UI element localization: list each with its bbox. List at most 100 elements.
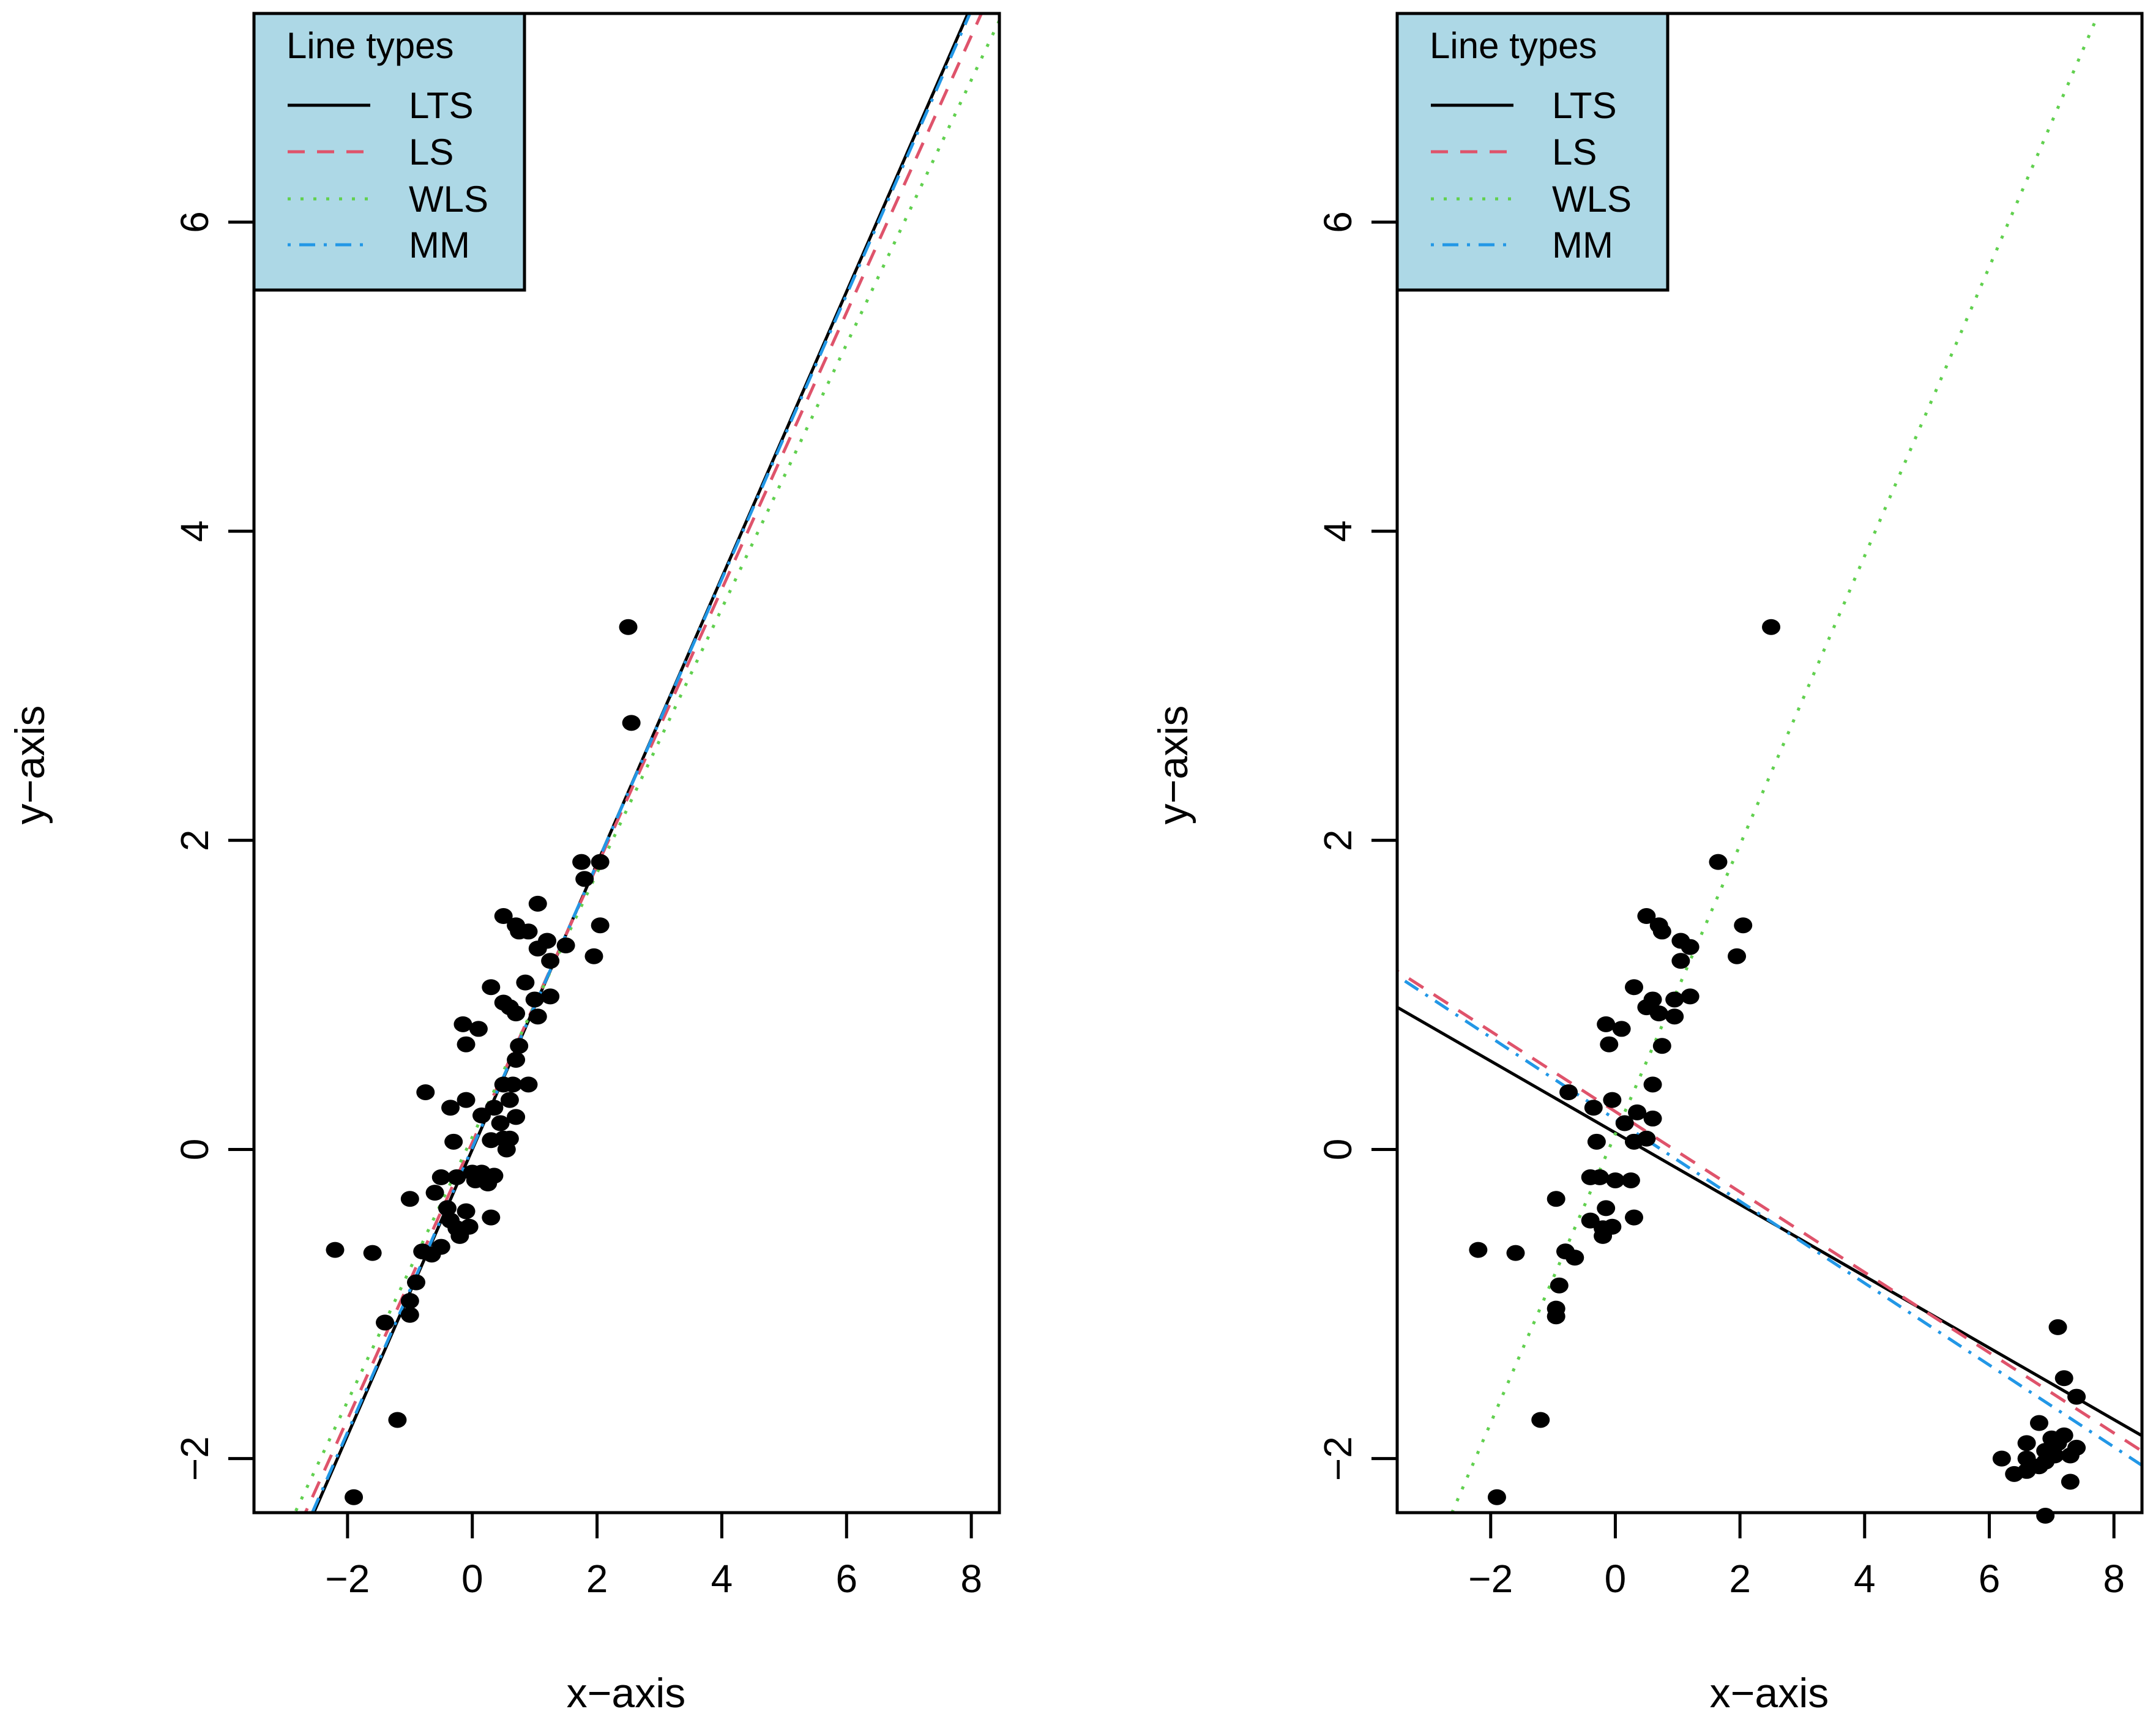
data-point — [1637, 908, 1656, 925]
y-axis: −2 0 2 4 6 — [1316, 211, 1399, 1481]
data-point — [438, 1200, 457, 1216]
data-point — [491, 1115, 510, 1131]
data-point — [2045, 1447, 2064, 1464]
data-point — [400, 1306, 419, 1323]
data-point — [525, 991, 544, 1008]
legend-label-wls: WLS — [409, 179, 488, 220]
plot-frame — [252, 12, 1001, 1514]
data-point — [1628, 1104, 1647, 1120]
data-point — [1665, 991, 1684, 1008]
y-tick-label: 4 — [1316, 520, 1360, 542]
data-point — [1597, 1016, 1616, 1032]
data-point — [447, 1169, 466, 1185]
data-point — [519, 923, 538, 940]
legend-label-lts: LTS — [1552, 85, 1617, 126]
data-point — [507, 1051, 526, 1068]
x-tick-label: 0 — [1605, 1557, 1627, 1601]
data-point — [388, 1412, 407, 1428]
data-point — [591, 854, 610, 870]
data-point — [1531, 1412, 1550, 1428]
data-point — [1600, 1036, 1619, 1052]
data-point — [619, 619, 638, 635]
data-point — [1637, 1130, 1656, 1147]
data-point — [1469, 1242, 1488, 1258]
data-point — [1621, 1172, 1640, 1188]
y-axis-title: y−axis — [1150, 706, 1196, 825]
data-point — [2054, 1370, 2073, 1387]
data-point — [1643, 991, 1662, 1008]
data-point — [1734, 917, 1753, 934]
legend: Line types LTS LS WLS MM — [252, 12, 526, 292]
data-point — [1559, 1084, 1578, 1100]
data-points — [326, 619, 641, 1505]
data-point — [363, 1245, 382, 1261]
data-point — [528, 1008, 547, 1025]
y-tick-label: −2 — [1316, 1436, 1360, 1481]
data-point — [400, 1191, 419, 1207]
regression-line-mm — [1397, 974, 2142, 1467]
data-point — [1681, 939, 1700, 955]
data-point — [575, 871, 594, 887]
data-point — [528, 941, 547, 957]
data-point — [1584, 1100, 1603, 1116]
data-point — [1487, 1489, 1506, 1505]
data-point — [2029, 1415, 2048, 1431]
legend-label-lts: LTS — [409, 85, 474, 126]
data-point — [472, 1107, 491, 1123]
x-tick-label: 8 — [2103, 1557, 2125, 1601]
data-point — [1624, 1209, 1643, 1226]
regression-line-ls — [304, 13, 983, 1513]
legend: Line types LTS LS WLS MM — [1395, 12, 1670, 292]
data-point — [1594, 1227, 1613, 1244]
data-point — [1762, 619, 1781, 635]
data-point — [591, 917, 610, 934]
data-point — [497, 1141, 516, 1158]
data-point — [482, 1209, 501, 1226]
y-tick-label: −2 — [173, 1436, 217, 1481]
data-point — [572, 854, 591, 870]
data-point — [1587, 1133, 1606, 1150]
legend-label-ls: LS — [409, 132, 453, 173]
x-tick-label: 2 — [586, 1557, 608, 1601]
data-point — [326, 1242, 345, 1258]
data-point — [1709, 854, 1728, 870]
data-point — [345, 1489, 364, 1505]
data-point — [510, 1038, 529, 1054]
x-tick-label: 8 — [960, 1557, 982, 1601]
data-point — [1547, 1308, 1565, 1325]
data-point — [494, 908, 513, 925]
x-tick-label: 4 — [1854, 1557, 1876, 1601]
data-point — [2067, 1388, 2086, 1405]
data-point — [441, 1100, 460, 1116]
data-point — [479, 1175, 498, 1192]
regression-lines — [293, 13, 999, 1513]
data-point — [1665, 1008, 1684, 1025]
data-point — [400, 1292, 419, 1309]
regression-lines — [1397, 13, 2142, 1513]
data-point — [541, 953, 560, 969]
data-point — [1992, 1450, 2011, 1467]
scatter-panel-right: −2 0 2 4 6 8 −2 0 2 4 6 x−axis y−axis Line types … — [1150, 12, 2144, 1716]
data-point — [1612, 1021, 1631, 1037]
x-tick-label: 0 — [461, 1557, 483, 1601]
data-point — [1506, 1245, 1525, 1261]
data-point — [2048, 1319, 2067, 1335]
y-tick-label: 2 — [1316, 829, 1360, 851]
data-point — [528, 895, 547, 912]
x-tick-label: 2 — [1729, 1557, 1751, 1601]
data-point — [2017, 1435, 2036, 1451]
data-point — [503, 1076, 522, 1093]
scatter-panel-left: −2 0 2 4 6 8 −2 0 2 4 6 x−axis y−axis Line types … — [7, 12, 1001, 1716]
y-tick-label: 6 — [173, 211, 217, 233]
x-tick-label: −2 — [1468, 1557, 1513, 1601]
x-axis-title: x−axis — [567, 1670, 686, 1716]
data-point — [482, 979, 501, 996]
data-point — [469, 1021, 488, 1037]
legend-label-mm: MM — [409, 225, 470, 266]
data-point — [1565, 1250, 1584, 1266]
data-point — [1606, 1172, 1625, 1188]
data-points — [1469, 619, 2086, 1524]
x-tick-label: −2 — [325, 1557, 370, 1601]
data-point — [2061, 1447, 2080, 1464]
